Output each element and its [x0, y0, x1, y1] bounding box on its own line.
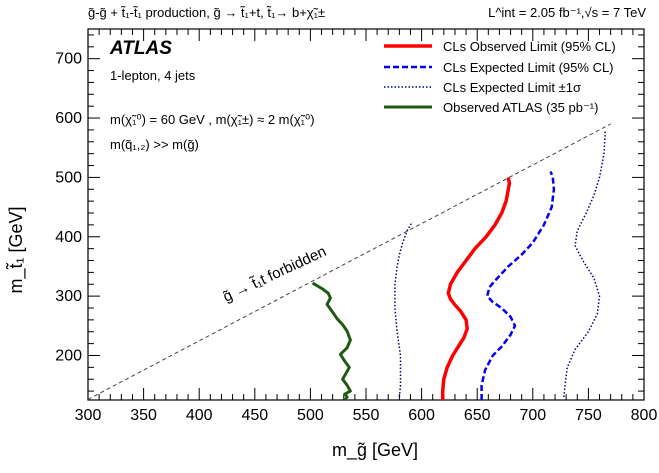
x-tick-label: 300 [75, 407, 102, 424]
x-tick-label: 500 [297, 407, 324, 424]
x-axis-title: m_g̃ [GeV] [332, 440, 418, 461]
x-tick-label: 400 [186, 407, 213, 424]
forbidden-label: g̃ → t̃₁t forbidden [220, 243, 329, 306]
tick-layer: 300 350 400 450 500 550 600 650 700 750 800 200 300 4… [55, 29, 657, 424]
x-tick-label: 550 [353, 407, 380, 424]
expected-limit-line [480, 171, 556, 400]
x-tick-label: 350 [130, 407, 157, 424]
header-right: L^int = 2.05 fb⁻¹,√s = 7 TeV [488, 5, 646, 20]
mass-relation-label: m(χ̃₁⁰) = 60 GeV , m(χ̃₁±) ≈ 2 m(χ̃₁⁰) [110, 112, 315, 127]
y-tick-label: 600 [55, 110, 82, 127]
y-axis-title: m_t̃₁ [GeV] [6, 206, 27, 293]
x-tick-label: 450 [241, 407, 268, 424]
y-tick-label: 400 [55, 229, 82, 246]
expected-plus-1sigma-line [563, 129, 606, 398]
legend: CLs Observed Limit (95% CL) CLs Expected… [384, 39, 616, 115]
x-tick-label: 650 [464, 407, 491, 424]
y-tick-label: 500 [55, 169, 82, 186]
legend-label-observed-atlas: Observed ATLAS (35 pb⁻¹) [443, 100, 598, 115]
observed-limit-line [440, 177, 512, 400]
observed-atlas-35pb-line [311, 281, 352, 401]
squark-relation-label: m(q̃₁,₂) >> m(g̃) [110, 137, 199, 152]
x-tick-label: 700 [519, 407, 546, 424]
legend-label-expected: CLs Expected Limit (95% CL) [443, 60, 614, 75]
kinematic-limit-line [87, 123, 611, 400]
y-tick-label: 200 [55, 347, 82, 364]
series-layer [87, 123, 611, 401]
expected-minus-1sigma-line [394, 221, 414, 398]
x-tick-label: 750 [575, 407, 602, 424]
y-tick-label: 700 [55, 51, 82, 68]
channel-label: 1-lepton, 4 jets [110, 68, 196, 83]
x-tick-label: 800 [631, 407, 658, 424]
legend-label-expected-1sigma: CLs Expected Limit ±1σ [443, 80, 581, 95]
atlas-label: ATLAS [109, 38, 172, 59]
legend-label-observed: CLs Observed Limit (95% CL) [443, 39, 616, 54]
header-left: g̃-g̃ + t̃₁-t̃₁ production, g̃ → t̃₁+t, … [88, 5, 325, 20]
y-tick-label: 300 [55, 288, 82, 305]
x-tick-label: 600 [408, 407, 435, 424]
